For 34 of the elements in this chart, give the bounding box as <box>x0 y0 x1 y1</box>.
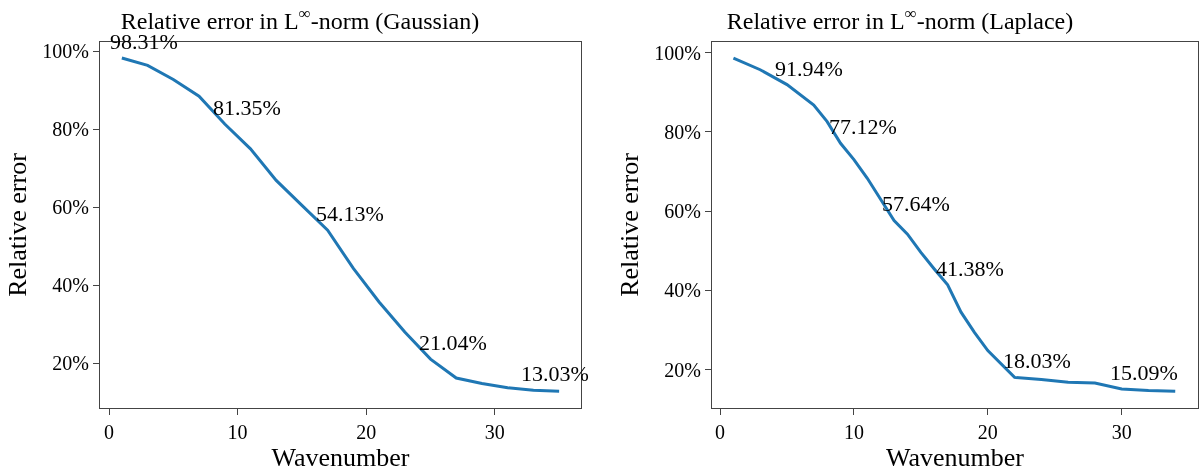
x-tick-label: 0 <box>715 421 726 443</box>
x-tick-label: 20 <box>977 421 998 443</box>
data-label: 77.12% <box>829 114 897 139</box>
y-tick-label: 20% <box>52 352 89 375</box>
y-tick-label: 40% <box>52 274 89 297</box>
chart-title: Relative error in L$^{∞}$-norm (Gaussian) <box>120 3 480 34</box>
y-tick-label: 60% <box>52 196 89 219</box>
y-tick-label: 40% <box>664 279 701 302</box>
data-label: 54.13% <box>316 201 384 226</box>
x-tick-label: 20 <box>356 421 377 443</box>
line-series <box>731 56 1177 393</box>
data-label: 91.94% <box>775 56 843 81</box>
data-label: 18.03% <box>1003 348 1071 373</box>
x-tick-label: 30 <box>1111 421 1132 443</box>
data-label: 57.64% <box>882 191 950 216</box>
y-axis-title: Relative error <box>614 152 644 297</box>
y-axis-title: Relative error <box>2 152 32 297</box>
x-tick-label: 30 <box>484 421 505 443</box>
y-tick-label: 60% <box>664 200 701 223</box>
y-tick-label: 80% <box>664 120 701 143</box>
x-axis-title: Wavenumber <box>886 443 1025 472</box>
y-tick-label: 20% <box>664 358 701 381</box>
x-tick-label: 10 <box>843 421 864 443</box>
y-tick-label: 100% <box>654 41 701 64</box>
data-label: 21.04% <box>419 330 487 355</box>
x-tick-label: 0 <box>104 421 114 443</box>
x-tick-label: 10 <box>227 421 248 443</box>
y-tick-label: 100% <box>42 40 89 63</box>
y-tick-label: 80% <box>52 118 89 141</box>
x-axis-title: Wavenumber <box>271 443 410 472</box>
data-label: 81.35% <box>213 95 281 120</box>
data-label: 41.38% <box>936 256 1004 281</box>
data-label: 15.09% <box>1110 360 1178 385</box>
chart-title: Relative error in L$^{∞}$-norm (Laplace) <box>726 3 1074 34</box>
